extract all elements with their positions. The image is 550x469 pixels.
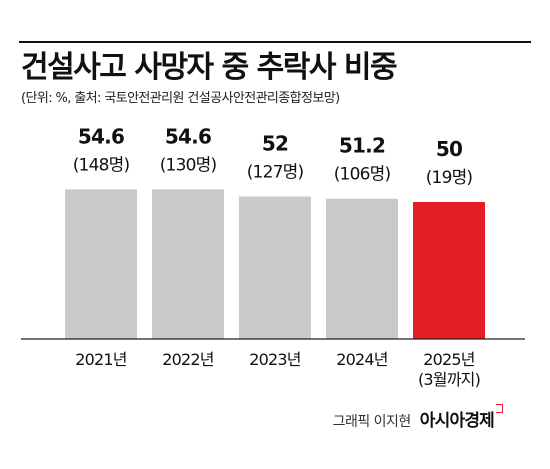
count-label: (19명): [426, 168, 473, 188]
count-label: (106명): [334, 165, 391, 185]
count-label: (130명): [160, 155, 217, 175]
bar: [239, 196, 311, 339]
x-tick-label: 2025년: [423, 350, 475, 369]
top-rule: [19, 41, 531, 43]
x-tick-label: 2021년: [75, 350, 127, 369]
count-label: (148명): [73, 155, 130, 175]
bar: [413, 202, 485, 339]
count-label: (127명): [247, 163, 304, 183]
value-label: 54.6: [165, 124, 211, 148]
x-tick-label: 2023년: [249, 350, 301, 369]
value-label: 54.6: [78, 124, 124, 148]
x-tick-label: (3월까지): [418, 370, 480, 389]
footer: 그래픽 이지현 아시아경제: [332, 406, 495, 431]
brand-mark-icon: [496, 404, 503, 413]
bar: [65, 189, 137, 339]
bar: [326, 198, 398, 339]
chart-title: 건설사고 사망자 중 추락사 비중: [21, 50, 398, 85]
brand-logo-text: 아시아경제: [419, 411, 495, 431]
bar: [152, 189, 224, 339]
value-label: 51.2: [339, 134, 385, 158]
graphic-credit: 그래픽 이지현: [332, 414, 412, 430]
value-label: 50: [436, 137, 462, 161]
x-tick-label: 2024년: [336, 350, 388, 369]
chart-subtitle: (단위: %, 출처: 국토안전관리원 건설공사안전관리종합정보망): [21, 91, 340, 106]
value-label: 52: [262, 132, 288, 156]
x-tick-label: 2022년: [162, 350, 214, 369]
